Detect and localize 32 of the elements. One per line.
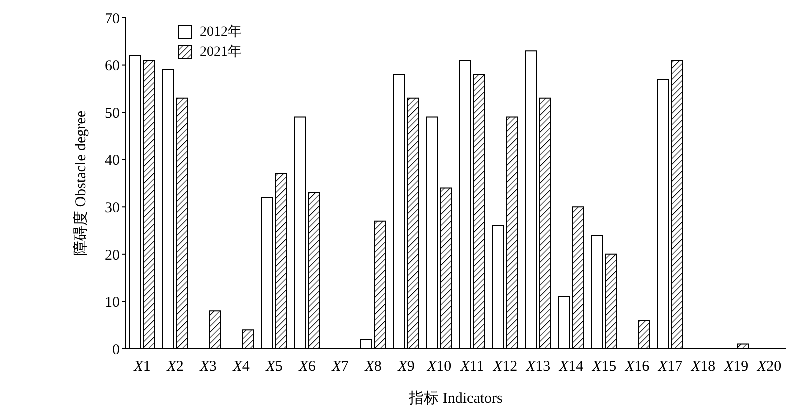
x-tick-label: X5 [265,359,283,375]
x-tick-label: X2 [166,359,184,375]
x-tick-label: X9 [397,359,415,375]
y-tick-label: 50 [105,106,120,122]
x-tick-label: X6 [298,359,316,375]
legend-label: 2021年 [200,44,242,61]
x-axis-title: 指标 Indicators [408,390,504,407]
x-tick-label: X14 [558,359,584,375]
x-tick-label: X20 [756,359,782,375]
x-tick-label: X17 [657,359,684,375]
y-tick-label: 0 [112,342,120,358]
y-tick-label: 60 [105,58,120,75]
x-tick-label: X18 [690,359,716,375]
x-tick-label: X4 [232,359,250,375]
x-tick-label: X19 [723,359,749,375]
y-tick-label: 40 [105,153,120,170]
x-tick-label: X3 [199,359,217,375]
y-tick-label: 30 [105,200,120,216]
legend-label: 2012年 [200,24,242,41]
x-tick-label: X1 [133,359,151,375]
x-tick-label: X13 [525,359,551,375]
x-tick-label: X12 [492,359,518,375]
y-axis-title: 障碍度 Obstacle degree [72,110,90,256]
x-tick-label: X16 [624,359,650,375]
x-tick-label: X10 [426,359,452,375]
y-tick-label: 10 [105,295,120,312]
x-tick-label: X8 [364,359,382,375]
y-tick-label: 20 [105,248,120,264]
x-tick-label: X15 [591,359,617,375]
x-tick-label: X7 [331,359,350,375]
y-tick-label: 70 [105,11,120,28]
x-tick-label: X11 [460,359,484,375]
